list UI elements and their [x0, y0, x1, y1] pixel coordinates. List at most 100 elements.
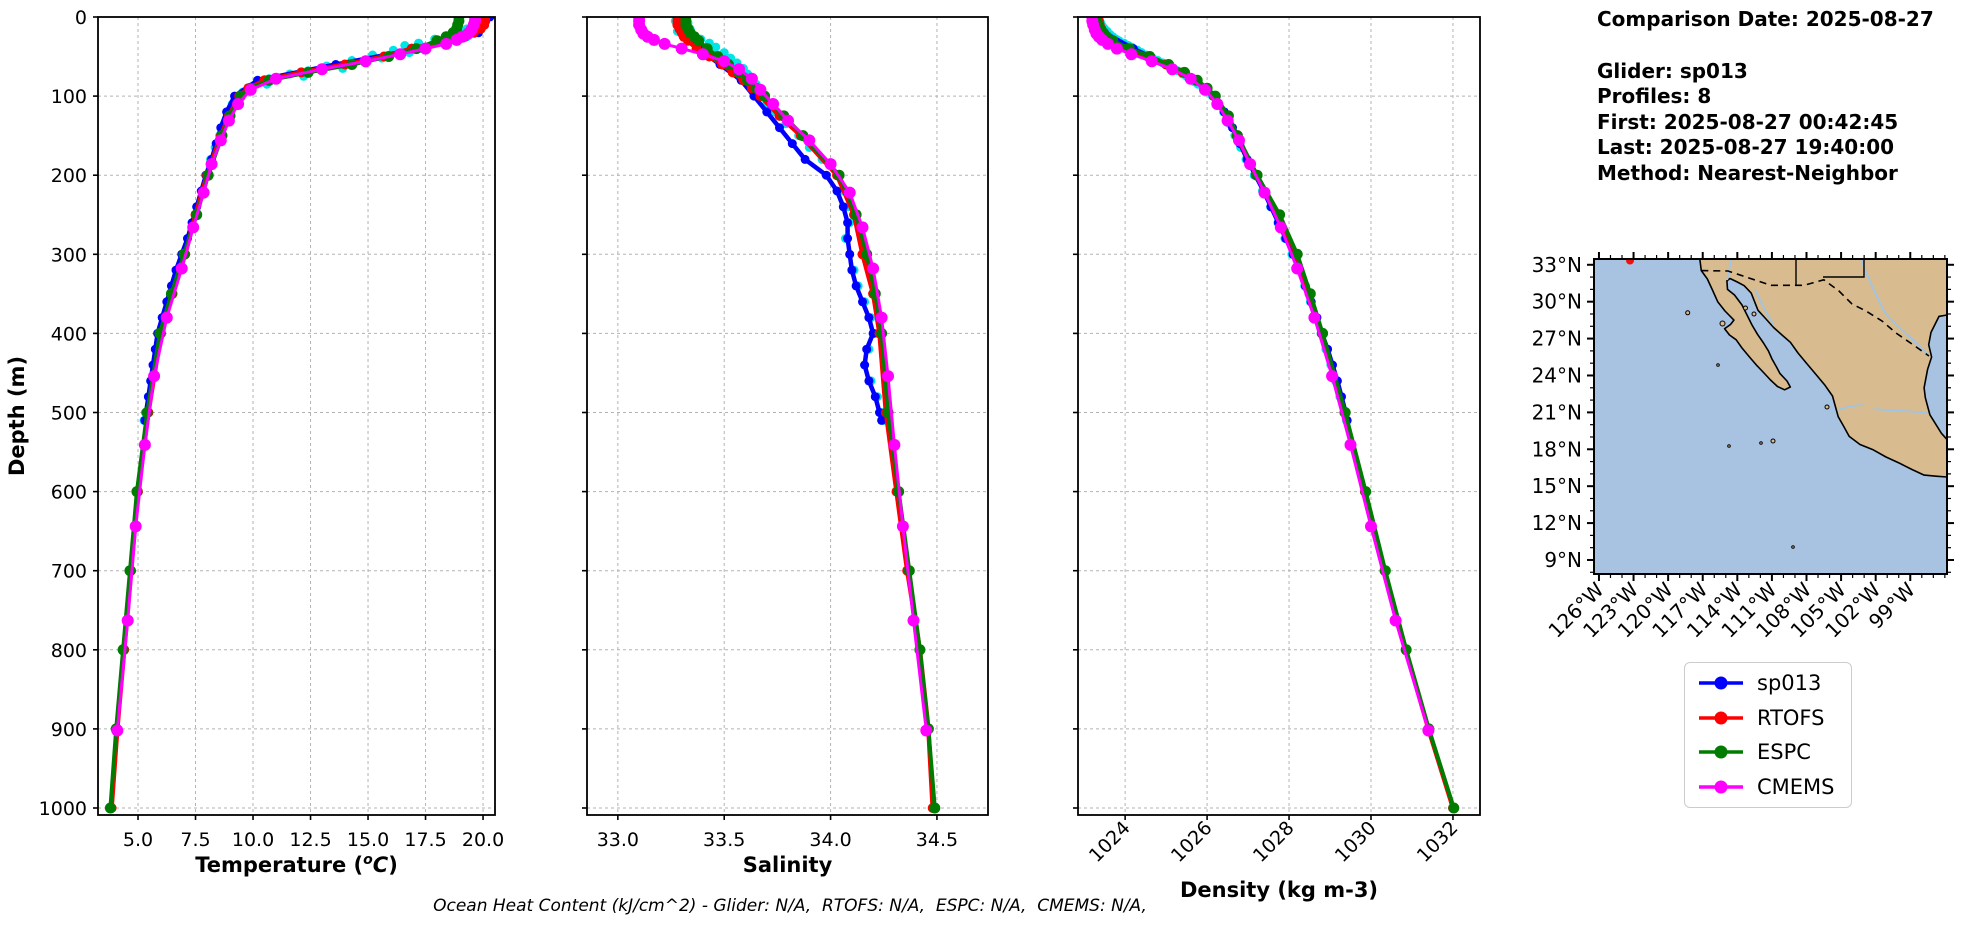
- ohc-caption: Ocean Heat Content (kJ/cm^2) - Glider: N…: [433, 896, 1147, 916]
- map-frame: [1593, 258, 1948, 575]
- glider-name: Glider: sp013: [1597, 58, 1748, 83]
- depth-tick-label: 200: [51, 165, 87, 187]
- map-lat-label: 9°N: [1544, 548, 1582, 572]
- map-river: [1726, 259, 1732, 281]
- temperature-frame: [97, 16, 496, 816]
- map-island: [1824, 404, 1830, 410]
- density-xtick-label: 1026: [1167, 817, 1217, 867]
- depth-tick-label: 0: [75, 7, 87, 29]
- last-profile-time: Last: 2025-08-27 19:40:00: [1597, 135, 1895, 159]
- map-island: [1751, 311, 1757, 317]
- map-island: [1685, 310, 1691, 316]
- map-border-dashed: [1701, 269, 1930, 357]
- density-xlabel: Density (kg m-3): [1180, 878, 1378, 902]
- CMEMS-density-line: [1086, 17, 1435, 737]
- temperature-xtick-label: 5.0: [123, 829, 153, 851]
- salinity-xtick-label: 34.0: [809, 829, 851, 851]
- depth-tick-label: 700: [51, 561, 87, 583]
- map-lat-label: 33°N: [1532, 253, 1582, 277]
- legend-line-marker-ESPC: [1699, 745, 1743, 759]
- depth-tick-label: 400: [51, 323, 87, 345]
- legend-line-marker-RTOFS: [1699, 711, 1743, 725]
- density-plot: 1024 1026 1028 1030 1032 Density (kg m-3): [1073, 16, 1481, 902]
- density-grid: [1078, 16, 1480, 815]
- map-lat-label: 15°N: [1532, 474, 1582, 498]
- temperature-xtick-label: 20.0: [462, 829, 504, 851]
- depth-tick-label: 100: [51, 86, 87, 108]
- sp013-density-line: [1094, 17, 1352, 425]
- CMEMS-salinity-line: [633, 17, 933, 737]
- legend-label: sp013: [1757, 671, 1822, 695]
- legend-entry-sp013: sp013: [1698, 671, 1838, 695]
- map-island: [1716, 363, 1720, 367]
- depth-tick-label: 900: [51, 719, 87, 741]
- map-river: [1860, 259, 1929, 356]
- salinity-xtick-label: 34.5: [916, 829, 958, 851]
- method: Method: Nearest-Neighbor: [1597, 160, 1898, 185]
- salinity-xlabel: Salinity: [743, 853, 833, 877]
- location-map: 33°N30°N27°N24°N21°N18°N15°N12°N9°N126°W…: [1532, 252, 1954, 643]
- legend-entry-RTOFS: RTOFS: [1698, 706, 1838, 730]
- map-ticks: [1587, 252, 1954, 581]
- map-island: [1770, 438, 1776, 444]
- first-profile-time: First: 2025-08-27 00:42:45: [1597, 109, 1899, 134]
- salinity-frame: [586, 16, 989, 816]
- salinity-xtick-label: 33.5: [703, 829, 745, 851]
- profiles-count: Profiles: 8: [1597, 84, 1712, 108]
- legend-label: RTOFS: [1757, 705, 1825, 730]
- depth-tick-label: 800: [51, 640, 87, 662]
- map-lat-label: 24°N: [1532, 363, 1582, 387]
- density-frame: [1077, 16, 1481, 816]
- temperature-xtick-label: 15.0: [347, 829, 389, 851]
- map-gulf-of-mexico: [1923, 314, 1947, 441]
- salinity-xtick-label: 33.0: [597, 829, 639, 851]
- map-island: [1791, 545, 1795, 549]
- temperature-xtick-label: 12.5: [289, 829, 331, 851]
- legend-label: CMEMS: [1757, 774, 1835, 799]
- salinity-plot: 33.0 33.5 34.0 34.5 Salinity: [582, 16, 989, 877]
- depth-tick-label: 300: [51, 244, 87, 266]
- depth-ylabel: Depth (m): [5, 356, 29, 476]
- map-island: [1743, 305, 1748, 311]
- temperature-grid: [98, 16, 495, 815]
- density-xtick-label: 1032: [1413, 817, 1463, 867]
- map-lat-label: 30°N: [1532, 290, 1582, 314]
- map-island: [1727, 444, 1731, 448]
- metadata-panel: Comparison Date: 2025-08-27 Glider: sp01…: [1597, 7, 1934, 186]
- metadata-spacer: [1597, 33, 1934, 59]
- temperature-plot: 5.0 7.5 10.0 12.5 15.0 17.5 20.0 Temperature (o…: [5, 7, 504, 877]
- map-island: [1759, 441, 1763, 445]
- glider-position-marker: [1626, 259, 1634, 265]
- map-state-borders: [1795, 259, 1865, 285]
- map-lat-label: 21°N: [1532, 400, 1582, 424]
- legend-line-marker-sp013: [1699, 676, 1743, 690]
- map-lat-label: 27°N: [1532, 327, 1582, 351]
- CMEMS-temperature-line: [111, 17, 481, 737]
- temperature-xtick-label: 17.5: [404, 829, 446, 851]
- density-xtick-label: 1028: [1249, 817, 1299, 867]
- legend-entry-ESPC: ESPC: [1698, 740, 1838, 764]
- legend-entry-CMEMS: CMEMS: [1698, 775, 1838, 799]
- map-island: [1719, 320, 1726, 327]
- glider-raw-density-scatter: [1093, 17, 1351, 425]
- comparison-date: Comparison Date: 2025-08-27: [1597, 7, 1934, 31]
- salinity-grid: [587, 16, 988, 815]
- depth-tick-label: 600: [51, 482, 87, 504]
- map-lat-label: 12°N: [1532, 511, 1582, 535]
- depth-tick-label: 500: [51, 402, 87, 424]
- density-xtick-label: 1030: [1331, 817, 1381, 867]
- map-river: [1837, 404, 1865, 411]
- temperature-xlabel: Temperature (oC): [195, 852, 398, 877]
- legend-label: ESPC: [1757, 740, 1811, 765]
- legend-box: sp013 RTOFS ESPC CMEMS: [1684, 662, 1852, 808]
- depth-tick-label: 1000: [39, 798, 87, 820]
- map-lat-label: 18°N: [1532, 437, 1582, 461]
- legend-line-marker-CMEMS: [1699, 780, 1743, 794]
- map-river: [1754, 288, 1775, 326]
- temperature-xtick-label: 10.0: [232, 829, 274, 851]
- map-river: [1873, 408, 1929, 414]
- density-xtick-label: 1024: [1085, 817, 1135, 867]
- temperature-xtick-label: 7.5: [180, 829, 210, 851]
